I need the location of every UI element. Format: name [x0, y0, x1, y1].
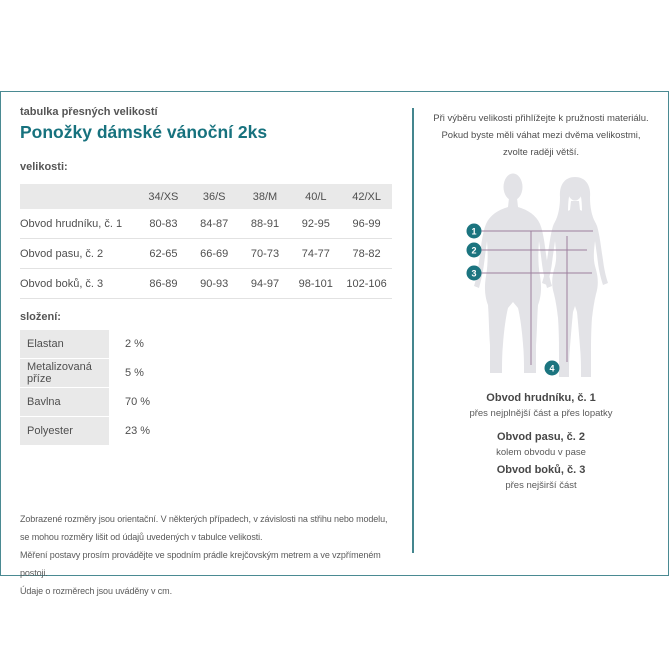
svg-text:2: 2 — [471, 246, 476, 256]
size-value-cell: 80-83 — [138, 209, 189, 239]
material-percent: 23 % — [125, 425, 151, 437]
size-column-header: 36/S — [188, 184, 240, 209]
measurement-legend-chest: Obvod hrudníku, č. 1 přes nejplnější čás… — [412, 390, 670, 422]
measurement-title: Obvod boků, č. 3 — [496, 464, 586, 476]
measurement-description: kolem obvodu v pase — [496, 447, 586, 458]
measurement-title: Obvod pasu, č. 2 — [496, 431, 586, 443]
material-percent: 2 % — [125, 338, 144, 350]
size-table: 34/XS 36/S 38/M 40/L 42/XL Obvod hrudník… — [20, 184, 392, 299]
female-silhouette — [542, 177, 608, 377]
marker-4-badge: 4 — [544, 360, 560, 376]
size-column-header: 42/XL — [341, 184, 392, 209]
list-item: Bavlna 70 % — [20, 388, 250, 416]
measurement-legend-hips: Obvod boků, č. 3 přes nejširší část — [412, 462, 670, 494]
measurement-title: Obvod hrudníku, č. 1 — [486, 392, 596, 404]
svg-text:3: 3 — [471, 269, 476, 279]
measurement-legend-waist: Obvod pasu, č. 2 kolem obvodu v pase — [412, 429, 670, 461]
marker-2-badge: 2 — [466, 242, 482, 258]
table-row: Obvod hrudníku, č. 1 80-83 84-87 88-91 9… — [20, 209, 392, 239]
size-value-cell: 94-97 — [239, 268, 291, 299]
size-value-cell: 66-69 — [188, 238, 240, 269]
size-table-corner-cell — [20, 184, 138, 209]
page-title: Ponožky dámské vánoční 2ks — [20, 122, 268, 142]
table-row: Obvod boků, č. 3 86-89 90-93 94-97 98-10… — [20, 268, 392, 299]
material-name: Elastan — [20, 330, 109, 358]
measurement-lines — [480, 230, 593, 365]
material-percent: 70 % — [125, 396, 151, 408]
size-value-cell: 92-95 — [290, 209, 342, 239]
size-value-cell: 88-91 — [239, 209, 291, 239]
composition-table: Elastan 2 % Metalizovaná příze 5 % Bavln… — [20, 330, 250, 446]
list-item: Polyester 23 % — [20, 417, 250, 445]
size-value-cell: 62-65 — [138, 238, 189, 269]
measurement-row-label: Obvod hrudníku, č. 1 — [20, 209, 138, 239]
measurement-row-label: Obvod boků, č. 3 — [20, 268, 138, 299]
marker-3-badge: 3 — [466, 265, 482, 281]
measurement-description: přes nejširší část — [505, 480, 577, 491]
size-value-cell: 102-106 — [341, 268, 392, 299]
material-name: Bavlna — [20, 388, 109, 416]
svg-text:1: 1 — [471, 227, 476, 237]
marker-1-badge: 1 — [466, 223, 482, 239]
composition-section-label: složení: — [20, 311, 61, 323]
male-silhouette — [474, 173, 552, 373]
measurement-row-label: Obvod pasu, č. 2 — [20, 238, 138, 269]
table-row: Obvod pasu, č. 2 62-65 66-69 70-73 74-77… — [20, 238, 392, 269]
size-value-cell: 74-77 — [290, 238, 342, 269]
content-frame — [0, 91, 669, 576]
size-value-cell: 86-89 — [138, 268, 189, 299]
list-item: Metalizovaná příze 5 % — [20, 359, 250, 387]
material-name: Metalizovaná příze — [20, 359, 109, 387]
size-value-cell: 78-82 — [341, 238, 392, 269]
measurement-description: přes nejplnější část a přes lopatky — [469, 408, 613, 419]
material-percent: 5 % — [125, 367, 144, 379]
vertical-divider — [412, 108, 414, 553]
size-table-header-row: 34/XS 36/S 38/M 40/L 42/XL — [20, 184, 392, 209]
size-value-cell: 90-93 — [188, 268, 240, 299]
table-kicker-label: tabulka přesných velikostí — [20, 106, 158, 118]
size-guide-intro: Při výběru velikosti přihlížejte k pružn… — [433, 113, 649, 158]
size-column-header: 40/L — [290, 184, 342, 209]
size-value-cell: 84-87 — [188, 209, 240, 239]
body-measurement-diagram: 1 2 3 4 — [456, 170, 616, 382]
disclaimer-text: Zobrazené rozměry jsou orientační. V něk… — [20, 514, 388, 596]
sizes-section-label: velikosti: — [20, 161, 68, 173]
svg-text:4: 4 — [549, 364, 554, 374]
size-value-cell: 98-101 — [290, 268, 342, 299]
list-item: Elastan 2 % — [20, 330, 250, 358]
material-name: Polyester — [20, 417, 109, 445]
size-column-header: 34/XS — [138, 184, 189, 209]
size-value-cell: 70-73 — [239, 238, 291, 269]
size-value-cell: 96-99 — [341, 209, 392, 239]
size-column-header: 38/M — [239, 184, 291, 209]
